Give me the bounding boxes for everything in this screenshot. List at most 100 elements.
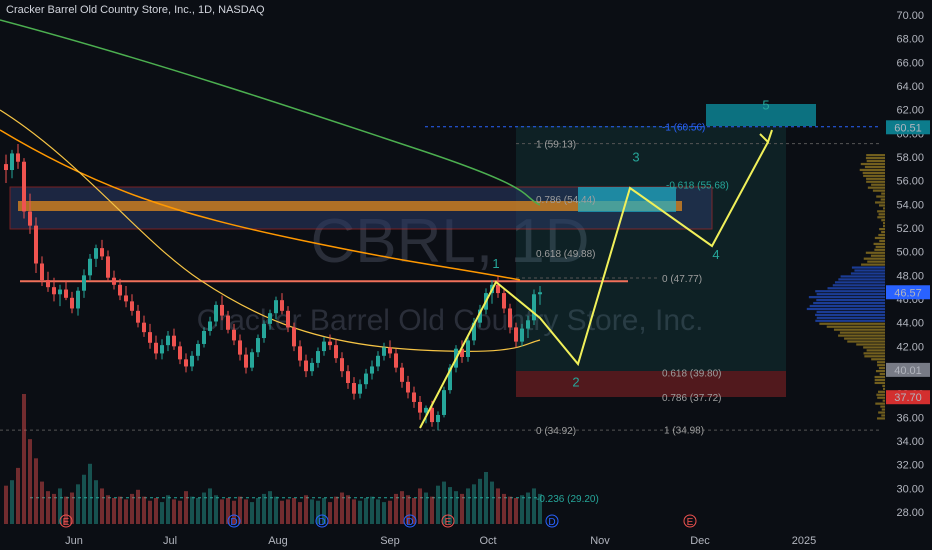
- candle-body: [70, 298, 74, 309]
- candle-body: [16, 153, 20, 161]
- volume-bar: [478, 479, 482, 524]
- volume-profile-bar: [810, 305, 885, 307]
- volume-profile-bar: [882, 385, 885, 387]
- volume-profile-bar: [883, 222, 885, 224]
- fib-label: -0.236 (29.20): [536, 494, 599, 505]
- event-label: E: [445, 517, 452, 528]
- volume-profile-bar: [847, 340, 885, 342]
- fib-label: -1 (60.56): [662, 123, 705, 134]
- candle-body: [520, 329, 524, 342]
- volume-bar: [100, 488, 104, 524]
- candle-body: [310, 363, 314, 371]
- candle-body: [406, 382, 410, 393]
- candle-body: [376, 356, 380, 367]
- volume-bar: [496, 488, 500, 524]
- volume-bar: [466, 488, 470, 524]
- event-label: D: [548, 517, 555, 528]
- volume-bar: [346, 495, 350, 524]
- y-tick-label: 52.00: [896, 223, 924, 235]
- volume-profile-bar: [844, 337, 885, 339]
- stop-zone: [516, 371, 786, 397]
- wave5-box: [706, 104, 816, 126]
- candle-body: [388, 348, 392, 354]
- candle-body: [514, 327, 518, 341]
- fib-label: -0.618 (55.68): [666, 180, 729, 191]
- fib-label: 0.618 (49.88): [536, 249, 596, 260]
- x-tick-label: Oct: [479, 535, 496, 547]
- volume-bar: [472, 484, 476, 524]
- volume-bar: [364, 498, 368, 524]
- candle-body: [178, 346, 182, 359]
- volume-bar: [502, 494, 506, 524]
- candle-body: [154, 343, 158, 354]
- candle-body: [262, 324, 266, 338]
- volume-profile-bar: [878, 234, 885, 236]
- volume-profile-bar: [876, 195, 885, 197]
- volume-profile-bar: [871, 255, 885, 257]
- volume-profile-bar: [881, 219, 885, 221]
- volume-profile-bar: [815, 314, 885, 316]
- volume-bar: [490, 482, 494, 524]
- candle-body: [100, 248, 104, 256]
- y-tick-label: 30.00: [896, 483, 924, 495]
- event-label: E: [63, 517, 70, 528]
- volume-bar: [130, 494, 134, 524]
- volume-profile-bar: [866, 157, 885, 159]
- volume-profile-bar: [819, 323, 885, 325]
- candle-body: [232, 330, 236, 341]
- candle-body: [202, 331, 206, 344]
- volume-bar: [82, 475, 86, 524]
- volume-bar: [370, 497, 374, 524]
- candle-body: [10, 153, 14, 170]
- candle-body: [148, 332, 152, 343]
- volume-profile-bar: [883, 207, 885, 209]
- volume-bar: [280, 501, 284, 524]
- volume-profile-bar: [875, 376, 885, 378]
- volume-bar: [400, 491, 404, 524]
- candle-body: [352, 383, 356, 394]
- volume-bar: [10, 480, 14, 524]
- volume-profile-bar: [827, 326, 885, 328]
- candle-body: [226, 316, 230, 330]
- volume-bar: [382, 502, 386, 524]
- volume-profile-bar: [877, 417, 885, 419]
- volume-profile-bar: [876, 394, 885, 396]
- volume-profile-bar: [863, 346, 885, 348]
- volume-bar: [154, 498, 158, 524]
- candle-body: [106, 256, 110, 277]
- volume-profile-bar: [879, 240, 885, 242]
- fib-label: 1 (34.98): [664, 425, 704, 436]
- candle-body: [28, 211, 32, 225]
- volume-bar: [172, 499, 176, 524]
- x-tick-label: Jul: [163, 535, 177, 547]
- volume-bar: [286, 499, 290, 524]
- volume-profile-bar: [817, 311, 885, 313]
- volume-bar: [262, 494, 266, 524]
- y-tick-label: 32.00: [896, 460, 924, 472]
- volume-profile-bar: [861, 163, 885, 165]
- candle-body: [526, 320, 530, 328]
- volume-profile-bar: [883, 388, 885, 390]
- candle-body: [208, 321, 212, 330]
- y-tick-label: 44.00: [896, 318, 924, 330]
- volume-profile-bar: [860, 169, 885, 171]
- candle-body: [196, 344, 200, 356]
- volume-profile-bar: [881, 414, 885, 416]
- volume-profile-bar: [852, 266, 885, 268]
- volume-bar: [484, 472, 488, 524]
- volume-bar: [160, 502, 164, 524]
- volume-profile-bar: [881, 231, 885, 233]
- volume-profile-bar: [854, 269, 885, 271]
- volume-profile-bar: [866, 181, 885, 183]
- candle-body: [382, 348, 386, 356]
- candle-body: [136, 311, 140, 323]
- candle-body: [256, 338, 260, 352]
- price-badge-label: 40.01: [894, 365, 922, 377]
- candle-body: [172, 336, 176, 347]
- volume-profile-bar: [873, 190, 885, 192]
- fib-label: 0.618 (39.80): [662, 368, 722, 379]
- volume-profile-bar: [856, 343, 885, 345]
- event-label: E: [687, 517, 694, 528]
- volume-bar: [196, 498, 200, 524]
